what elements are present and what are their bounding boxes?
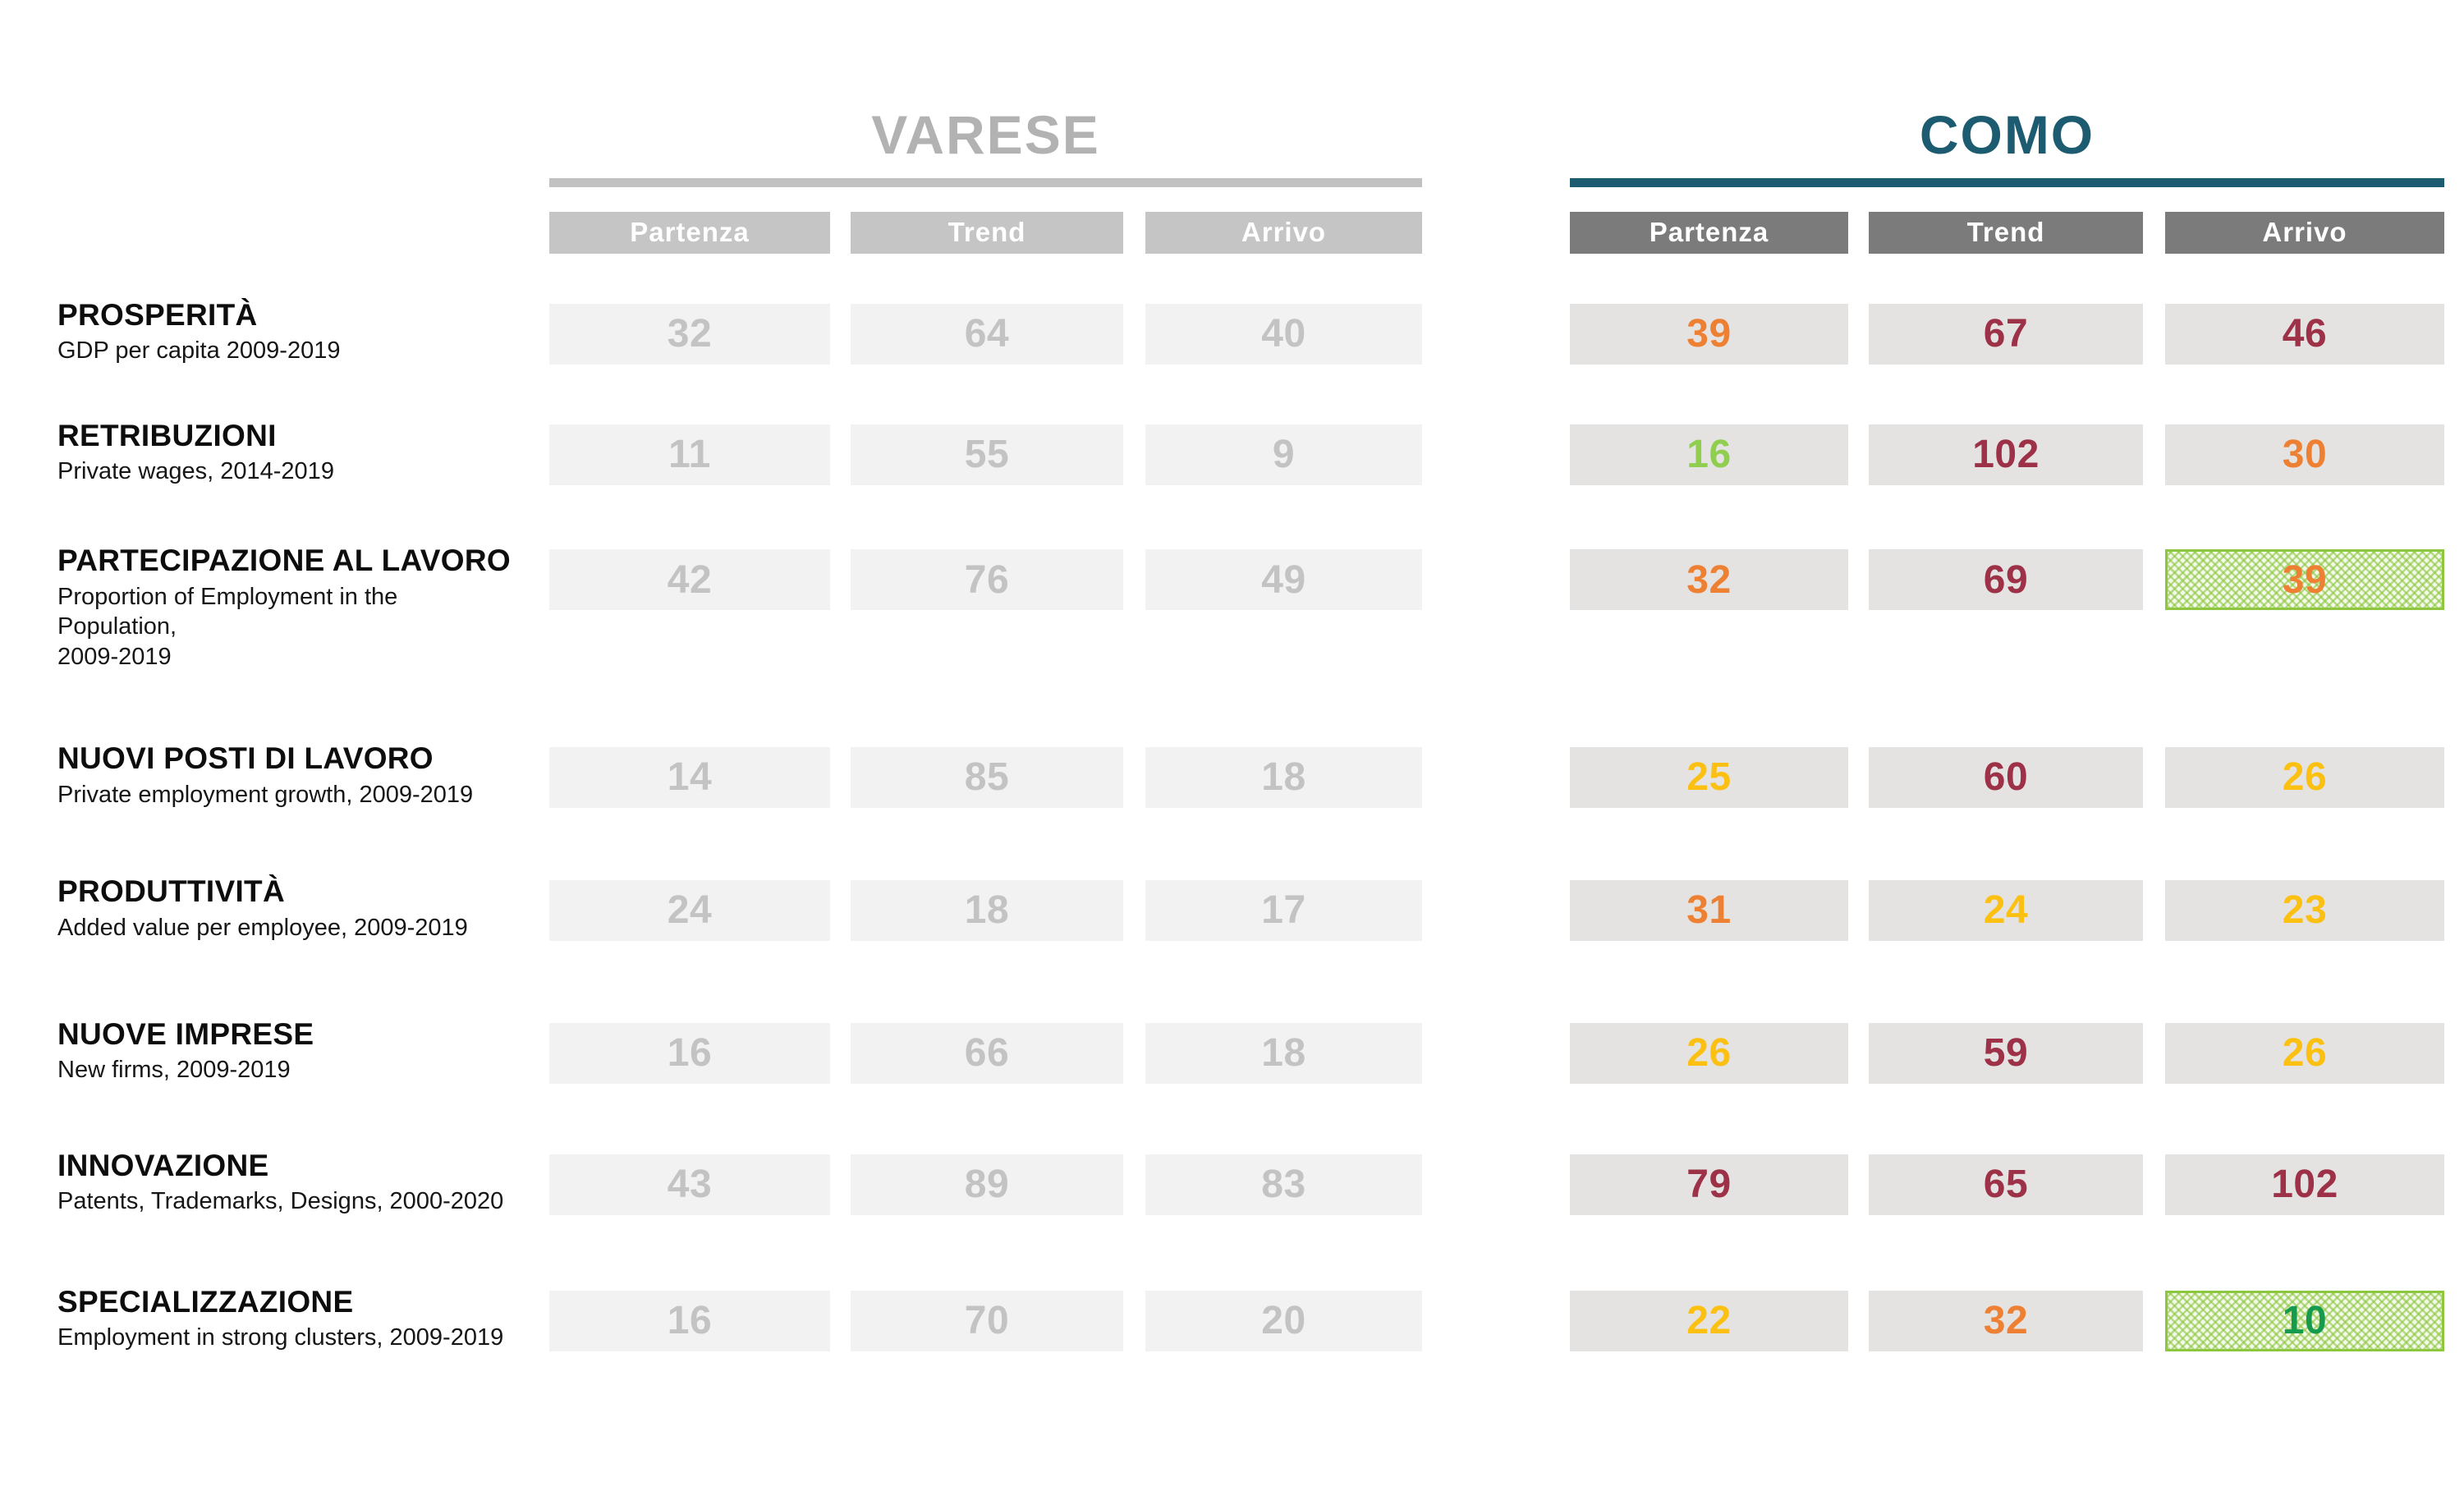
como-partenza-value: 26 [1570, 1022, 1848, 1084]
como-col-header-arrivo: Arrivo [2165, 211, 2444, 254]
varese-partenza-value: 14 [549, 746, 830, 808]
como-arrivo-value: 26 [2165, 746, 2444, 808]
varese-partenza-value: 24 [549, 879, 830, 941]
como-trend-value: 65 [1869, 1154, 2143, 1215]
como-partenza-value: 32 [1570, 549, 1848, 611]
group-headers: VARESE COMO [0, 105, 2464, 187]
varese-partenza-value: 42 [549, 549, 830, 611]
como-partenza-value: 39 [1570, 303, 1848, 365]
varese-arrivo-value: 49 [1145, 549, 1422, 611]
row-label: RETRIBUZIONI [57, 418, 277, 452]
como-title: COMO [1919, 104, 2095, 165]
varese-col-header-partenza: Partenza [549, 211, 830, 254]
varese-partenza-value: 16 [549, 1022, 830, 1084]
varese-trend-value: 18 [851, 879, 1123, 941]
row-label: PARTECIPAZIONE AL LAVORO [57, 544, 511, 578]
como-arrivo-value: 46 [2165, 303, 2444, 365]
row-sublabel: Private wages, 2014-2019 [57, 458, 334, 485]
label-column-spacer [0, 105, 517, 187]
row-sublabel: New firms, 2009-2019 [57, 1057, 291, 1084]
como-arrivo-value: 23 [2165, 879, 2444, 941]
varese-arrivo-value: 9 [1145, 424, 1422, 485]
row-sublabel: Patents, Trademarks, Designs, 2000-2020 [57, 1188, 504, 1215]
row-label: INNOVAZIONE [57, 1148, 269, 1182]
como-partenza-value: 22 [1570, 1290, 1848, 1351]
varese-title: VARESE [871, 104, 1100, 165]
row-sublabel: Proportion of Employment in the Populati… [57, 584, 398, 670]
varese-arrivo-value: 18 [1145, 746, 1422, 808]
row-label-block: SPECIALIZZAZIONE Employment in strong clu… [0, 1284, 517, 1353]
table-row: RETRIBUZIONI Private wages, 2014-2019 11 55… [0, 419, 2464, 487]
varese-arrivo-value: 18 [1145, 1022, 1422, 1084]
como-arrivo-value: 30 [2165, 424, 2444, 485]
row-label: NUOVI POSTI DI LAVORO [57, 741, 434, 775]
row-label-block: PARTECIPAZIONE AL LAVORO Proportion of Em… [0, 544, 517, 671]
row-label: PRODUTTIVITÀ [57, 874, 285, 908]
row-label: PROSPERITÀ [57, 297, 258, 332]
row-label: SPECIALIZZAZIONE [57, 1284, 354, 1319]
como-arrivo-value-highlighted: 10 [2165, 1290, 2444, 1351]
como-arrivo-value: 102 [2165, 1154, 2444, 1215]
varese-arrivo-value: 17 [1145, 879, 1422, 941]
row-label-block: PRODUTTIVITÀ Added value per employee, 20… [0, 874, 517, 943]
varese-trend-value: 85 [851, 746, 1123, 808]
como-trend-value: 67 [1869, 303, 2143, 365]
varese-arrivo-value: 40 [1145, 303, 1422, 365]
varese-trend-value: 76 [851, 549, 1123, 611]
varese-col-header-trend: Trend [851, 211, 1123, 254]
row-sublabel: Added value per employee, 2009-2019 [57, 914, 468, 941]
table-row: SPECIALIZZAZIONE Employment in strong clu… [0, 1285, 2464, 1353]
row-label: NUOVE IMPRESE [57, 1016, 314, 1051]
varese-arrivo-value: 83 [1145, 1154, 1422, 1215]
table-row: INNOVAZIONE Patents, Trademarks, Designs,… [0, 1149, 2464, 1217]
como-trend-value: 24 [1869, 879, 2143, 941]
competitiveness-scorecard: VARESE COMO Partenza Trend Arrivo Partenza T… [0, 105, 2464, 1491]
varese-partenza-value: 43 [549, 1154, 830, 1215]
table-row: NUOVI POSTI DI LAVORO Private employment … [0, 741, 2464, 810]
como-col-header-trend: Trend [1869, 211, 2143, 254]
table-row: NUOVE IMPRESE New firms, 2009-2019 16 66 18 2… [0, 1017, 2464, 1085]
table-row: PROSPERITÀ GDP per capita 2009-2019 32 64 40… [0, 298, 2464, 366]
table-row: PARTECIPAZIONE AL LAVORO Proportion of Em… [0, 544, 2464, 671]
label-column-spacer [0, 212, 517, 254]
row-label-block: NUOVE IMPRESE New firms, 2009-2019 [0, 1016, 517, 1085]
row-label-block: INNOVAZIONE Patents, Trademarks, Designs,… [0, 1149, 517, 1217]
varese-col-header-arrivo: Arrivo [1145, 211, 1422, 254]
como-trend-value: 69 [1869, 549, 2143, 611]
como-trend-value: 59 [1869, 1022, 2143, 1084]
como-group-header: COMO [1570, 105, 2444, 187]
varese-group-header: VARESE [549, 105, 1422, 187]
table-body: PROSPERITÀ GDP per capita 2009-2019 32 64 40… [0, 298, 2464, 1353]
como-partenza-value: 25 [1570, 746, 1848, 808]
varese-arrivo-value: 20 [1145, 1290, 1422, 1351]
como-partenza-value: 79 [1570, 1154, 1848, 1215]
como-col-header-partenza: Partenza [1570, 211, 1848, 254]
varese-partenza-value: 16 [549, 1290, 830, 1351]
como-trend-value: 102 [1869, 424, 2143, 485]
varese-trend-value: 70 [851, 1290, 1123, 1351]
row-label-block: NUOVI POSTI DI LAVORO Private employment … [0, 741, 517, 810]
row-label-block: PROSPERITÀ GDP per capita 2009-2019 [0, 297, 517, 366]
varese-partenza-value: 32 [549, 303, 830, 365]
row-sublabel: Private employment growth, 2009-2019 [57, 781, 474, 808]
como-arrivo-value: 26 [2165, 1022, 2444, 1084]
table-row: PRODUTTIVITÀ Added value per employee, 20… [0, 874, 2464, 943]
varese-trend-value: 64 [851, 303, 1123, 365]
como-trend-value: 32 [1869, 1290, 2143, 1351]
row-sublabel: Employment in strong clusters, 2009-2019 [57, 1324, 504, 1351]
como-arrivo-value-highlighted: 39 [2165, 549, 2444, 611]
varese-partenza-value: 11 [549, 424, 830, 485]
row-label-block: RETRIBUZIONI Private wages, 2014-2019 [0, 418, 517, 487]
row-sublabel: GDP per capita 2009-2019 [57, 337, 341, 365]
varese-trend-value: 66 [851, 1022, 1123, 1084]
como-trend-value: 60 [1869, 746, 2143, 808]
como-partenza-value: 16 [1570, 424, 1848, 485]
varese-trend-value: 55 [851, 424, 1123, 485]
column-headers: Partenza Trend Arrivo Partenza Trend Arrivo [0, 211, 2464, 254]
como-partenza-value: 31 [1570, 879, 1848, 941]
varese-trend-value: 89 [851, 1154, 1123, 1215]
